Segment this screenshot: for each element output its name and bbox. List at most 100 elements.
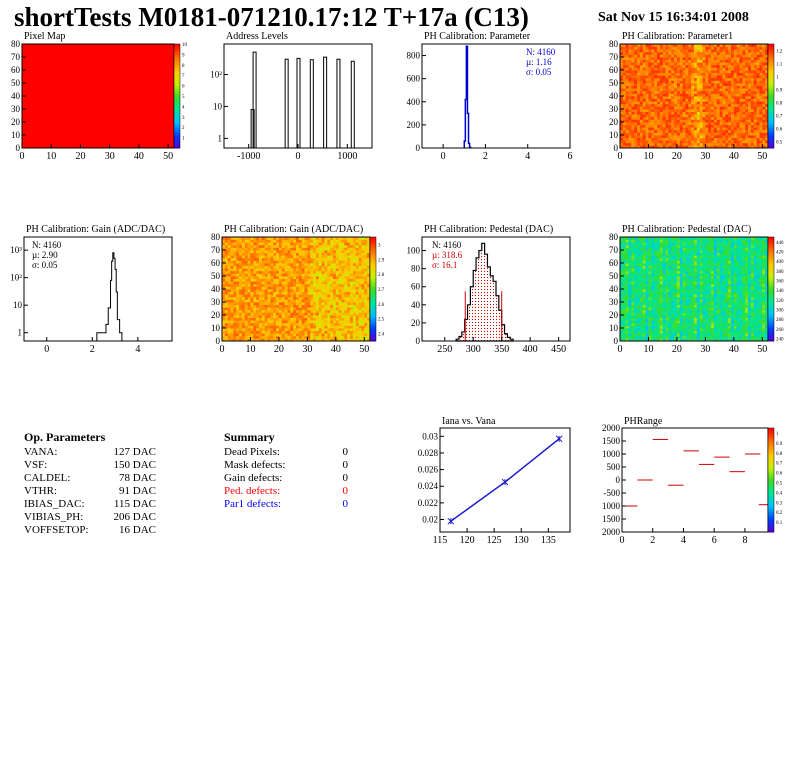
heatmap-cell <box>639 77 644 81</box>
heatmap-cell <box>278 333 283 337</box>
heatmap-cell <box>358 291 362 295</box>
heatmap-cell <box>281 242 286 246</box>
heatmap-cell <box>253 315 257 318</box>
heatmap-cell <box>654 106 658 110</box>
heatmap-cell <box>256 291 260 295</box>
heatmap-cell <box>233 307 237 311</box>
heatmap-cell <box>634 111 638 115</box>
heatmap-cell <box>622 59 627 63</box>
heatmap-cell <box>224 315 229 318</box>
heatmap-cell <box>253 307 257 311</box>
heatmap-cell <box>222 294 226 298</box>
heatmap-cell <box>739 116 743 120</box>
heatmap-cell <box>648 142 652 146</box>
heatmap-cell <box>301 299 305 303</box>
heatmap-cell <box>358 330 362 334</box>
heatmap-cell <box>713 114 718 118</box>
heatmap-cell <box>665 137 669 141</box>
heatmap-cell <box>276 281 280 285</box>
heatmap-cell <box>671 96 675 99</box>
heatmap-cell <box>685 75 689 79</box>
heatmap-cell <box>620 250 624 253</box>
heatmap-cell <box>270 263 274 266</box>
heatmap-cell <box>696 85 701 89</box>
heatmap-cell <box>762 83 766 86</box>
heatmap-cell <box>341 286 345 290</box>
heatmap-cell <box>270 281 274 285</box>
heatmap-cell <box>284 309 288 313</box>
heatmap-cell <box>639 239 644 243</box>
heatmap-cell <box>335 328 340 331</box>
heatmap-cell <box>654 49 658 53</box>
heatmap-cell <box>239 304 243 308</box>
heatmap-cell <box>304 320 308 324</box>
heatmap-cell <box>628 135 632 138</box>
heatmap-cell <box>631 250 635 253</box>
heatmap-cell <box>739 83 743 86</box>
heatmap-cell <box>622 80 627 84</box>
heatmap-cell <box>748 90 752 94</box>
chart-ph-cal-pedestal-map: PH Calibration: Pedestal (DAC)0 10 20 30 40 5… <box>609 224 784 355</box>
heatmap-cell <box>347 281 351 285</box>
heatmap-cell <box>259 255 263 259</box>
heatmap-cell <box>659 270 664 274</box>
heatmap-cell <box>654 325 658 329</box>
heatmap-cell <box>290 286 294 290</box>
heatmap-cell <box>350 322 354 326</box>
heatmap-cell <box>722 127 726 131</box>
colorbar-tick-label: 1 <box>182 137 185 142</box>
heatmap-cell <box>725 80 729 84</box>
colorbar-cell <box>370 317 376 321</box>
heatmap-cell <box>241 250 246 253</box>
heatmap-cell <box>631 44 635 47</box>
heatmap-cell <box>659 289 664 292</box>
heatmap-cell <box>634 54 638 58</box>
heatmap-cell <box>688 96 692 99</box>
heatmap-cell <box>307 260 311 264</box>
heatmap-cell <box>278 299 283 303</box>
heatmap-cell <box>719 124 723 128</box>
heatmap-cell <box>352 330 357 334</box>
heatmap-cell <box>628 281 632 285</box>
heatmap-cell <box>298 294 303 298</box>
heatmap-cell <box>333 304 337 308</box>
heatmap-cell <box>742 90 746 94</box>
heatmap-cell <box>753 90 758 94</box>
heatmap-cell <box>694 96 698 99</box>
heatmap-cell <box>313 309 317 313</box>
heatmap-cell <box>287 247 291 251</box>
heatmap-cell <box>276 250 280 253</box>
heatmap-cell <box>622 278 627 282</box>
heatmap-cell <box>657 294 661 298</box>
heatmap-cell <box>233 273 237 277</box>
heatmap-cell <box>327 281 331 285</box>
heatmap-cell <box>699 72 703 76</box>
heatmap-cell <box>620 260 624 264</box>
heatmap-cell <box>321 239 325 243</box>
heatmap-cell <box>224 242 229 246</box>
heatmap-cell <box>307 237 311 240</box>
heatmap-cell <box>682 140 686 144</box>
heatmap-cell <box>625 142 629 146</box>
heatmap-cell <box>648 268 652 272</box>
heatmap-cell <box>318 289 323 292</box>
heatmap-cell <box>247 239 251 243</box>
heatmap-cell <box>671 116 675 120</box>
heatmap-cell <box>762 62 766 66</box>
heatmap-cell <box>668 57 672 60</box>
heatmap-cell <box>253 294 257 298</box>
heatmap-cell <box>682 98 686 102</box>
heatmap-cell <box>259 294 263 298</box>
heatmap-cell <box>657 119 661 123</box>
heatmap-cell <box>367 250 371 253</box>
heatmap-cell <box>290 320 294 324</box>
heatmap-cell <box>224 296 229 300</box>
heatmap-cell <box>267 294 271 298</box>
heatmap-cell <box>244 237 249 240</box>
heatmap-cell <box>702 83 706 86</box>
colorbar-cell <box>768 145 774 149</box>
heatmap-cell <box>333 333 337 337</box>
heatmap-cell <box>674 129 678 133</box>
heatmap-cell <box>620 111 624 115</box>
heatmap-cell <box>270 252 274 256</box>
